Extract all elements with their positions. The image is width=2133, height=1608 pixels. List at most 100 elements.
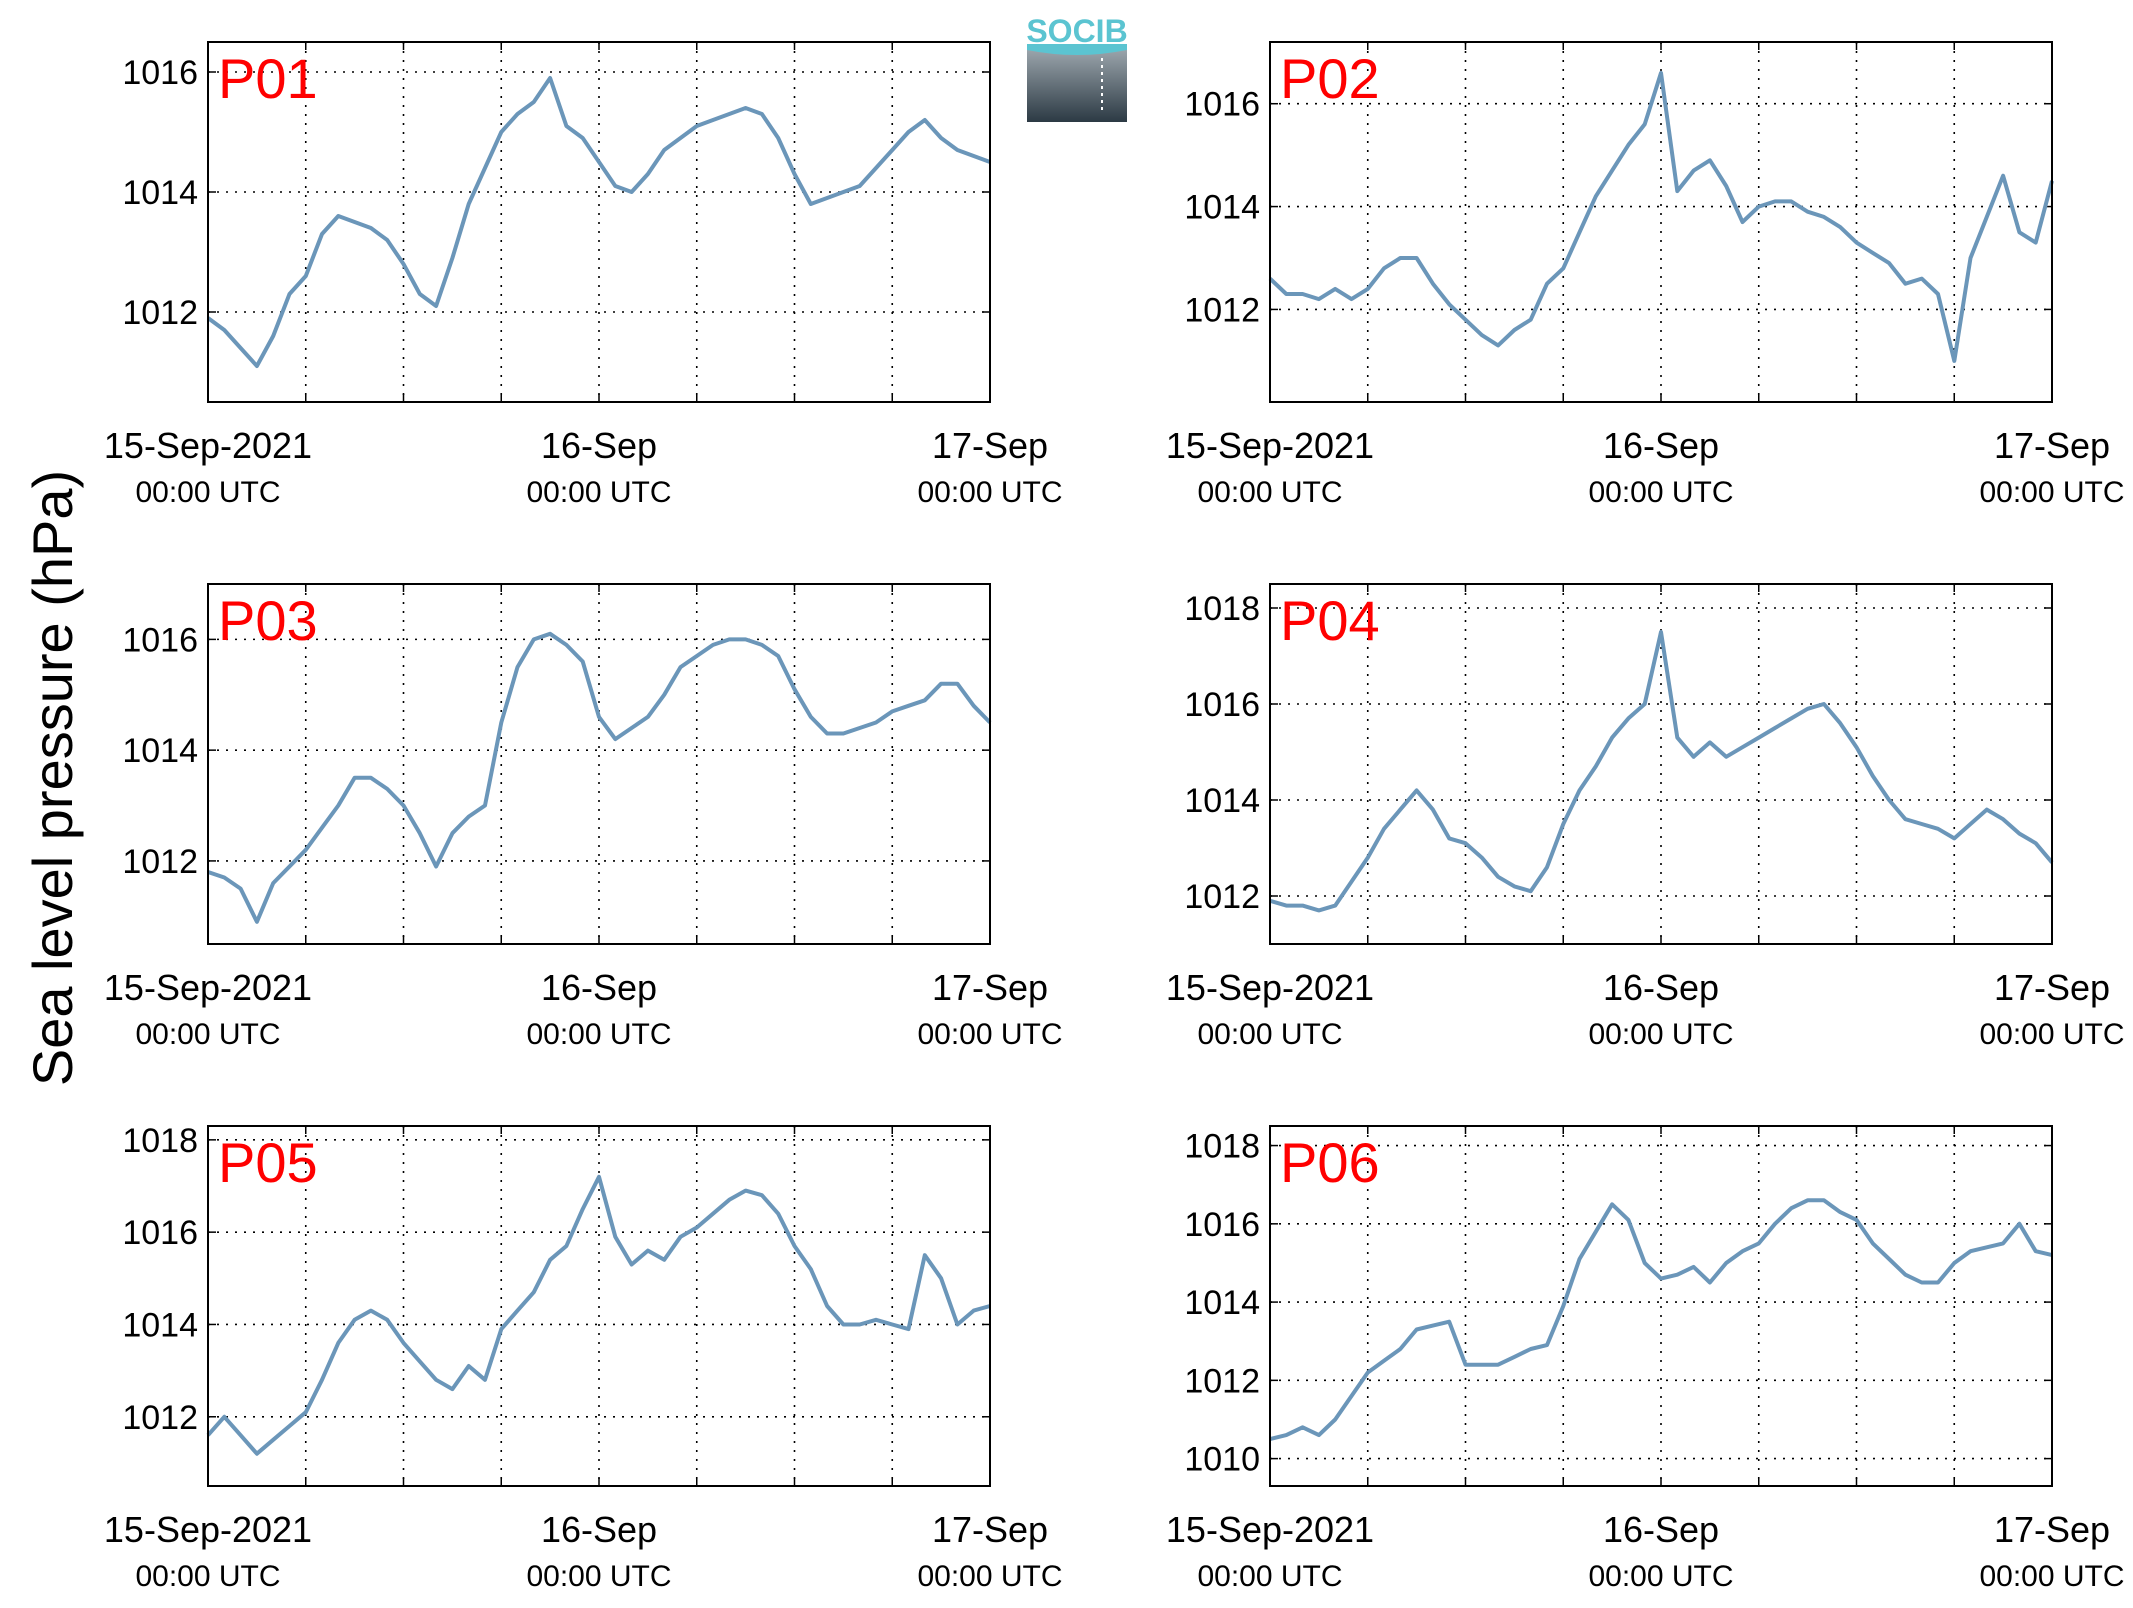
data-point <box>1643 1261 1647 1265</box>
data-point <box>385 787 389 791</box>
data-point <box>548 1258 552 1262</box>
x-tick-label-date: 16-Sep <box>541 1509 657 1550</box>
data-point <box>1496 875 1500 879</box>
data-point <box>1643 702 1647 706</box>
data-point <box>695 654 699 658</box>
data-point <box>516 112 520 116</box>
data-point <box>434 864 438 868</box>
data-point <box>499 1327 503 1331</box>
data-point <box>532 637 536 641</box>
x-tick-label-date: 17-Sep <box>932 967 1048 1008</box>
data-point <box>1610 1202 1614 1206</box>
data-point <box>532 100 536 104</box>
x-tick-label-time: 00:00 UTC <box>135 476 280 509</box>
data-point <box>1773 199 1777 203</box>
data-point <box>1855 241 1859 245</box>
data-point <box>1333 1417 1337 1421</box>
data-point <box>1398 256 1402 260</box>
data-point <box>1757 736 1761 740</box>
data-point <box>727 637 731 641</box>
y-tick-label: 1014 <box>1184 189 1260 227</box>
data-point <box>1415 1327 1419 1331</box>
y-tick-label: 1012 <box>122 1399 198 1437</box>
data-point <box>1578 788 1582 792</box>
data-point <box>1969 256 1973 260</box>
data-point <box>1447 836 1451 840</box>
x-tick-label-date: 17-Sep <box>932 1509 1048 1550</box>
data-point <box>1349 880 1353 884</box>
data-point <box>1382 266 1386 270</box>
data-point <box>1333 904 1337 908</box>
data-point <box>1512 884 1516 888</box>
data-point <box>1773 1222 1777 1226</box>
y-tick-label: 1016 <box>122 621 198 659</box>
axes-frame <box>1269 1125 2053 1487</box>
data-point <box>1789 199 1793 203</box>
data-point <box>825 196 829 200</box>
axes-frame <box>207 1125 991 1487</box>
x-tick-label-date: 16-Sep <box>541 425 657 466</box>
data-point <box>1675 189 1679 193</box>
data-point <box>874 1318 878 1322</box>
data-point <box>239 1433 243 1437</box>
data-point <box>418 1359 422 1363</box>
data-point <box>1969 1249 1973 1253</box>
data-point <box>597 1175 601 1179</box>
data-point <box>1887 261 1891 265</box>
data-point <box>907 1327 911 1331</box>
x-tick-label-date: 16-Sep <box>1603 1509 1719 1550</box>
axes-frame <box>207 583 991 945</box>
data-point <box>1284 1433 1288 1437</box>
y-tick-label: 1012 <box>1184 1362 1260 1400</box>
data-point <box>955 148 959 152</box>
data-point <box>304 274 308 278</box>
data-point <box>483 1378 487 1382</box>
data-point <box>678 665 682 669</box>
data-point <box>939 682 943 686</box>
data-point <box>222 1415 226 1419</box>
data-point <box>923 118 927 122</box>
data-point <box>776 136 780 140</box>
data-point <box>825 1304 829 1308</box>
chart-panel-p02: 1012 1014 1016 P02 15-Sep-2021 00:00 UTC 16-Se… <box>1166 41 2125 509</box>
data-point <box>1626 143 1630 147</box>
data-point <box>1855 1218 1859 1222</box>
data-point <box>1464 841 1468 845</box>
data-point <box>1724 1261 1728 1265</box>
data-point <box>239 887 243 891</box>
data-point <box>450 1387 454 1391</box>
data-point <box>320 826 324 830</box>
data-point <box>581 1207 585 1211</box>
x-tick-label-time: 00:00 UTC <box>526 1560 671 1593</box>
data-point <box>1838 1210 1842 1214</box>
data-point <box>597 160 601 164</box>
data-point <box>418 831 422 835</box>
x-tick-label-date: 15-Sep-2021 <box>1166 425 1374 466</box>
data-point <box>1545 1343 1549 1347</box>
x-tick-label-date: 17-Sep <box>1994 1509 2110 1550</box>
y-tick-label: 1018 <box>1184 590 1260 628</box>
panel-label-p03: P03 <box>218 589 318 652</box>
data-point <box>662 1258 666 1262</box>
data-point <box>972 704 976 708</box>
data-point <box>467 815 471 819</box>
data-point <box>1561 822 1565 826</box>
data-point <box>597 715 601 719</box>
data-point <box>1480 333 1484 337</box>
data-point <box>548 632 552 636</box>
x-tick-label-time: 00:00 UTC <box>1197 1560 1342 1593</box>
data-point <box>271 334 275 338</box>
data-point <box>1366 287 1370 291</box>
data-point <box>1301 1425 1305 1429</box>
data-point <box>353 220 357 224</box>
data-point <box>1333 287 1337 291</box>
data-point <box>1740 220 1744 224</box>
axes-frame <box>207 41 991 403</box>
data-point <box>646 172 650 176</box>
data-point <box>222 328 226 332</box>
data-point <box>336 214 340 218</box>
x-tick-label-time: 00:00 UTC <box>1979 1018 2124 1051</box>
data-point <box>809 715 813 719</box>
data-point <box>841 190 845 194</box>
data-point <box>2034 241 2038 245</box>
